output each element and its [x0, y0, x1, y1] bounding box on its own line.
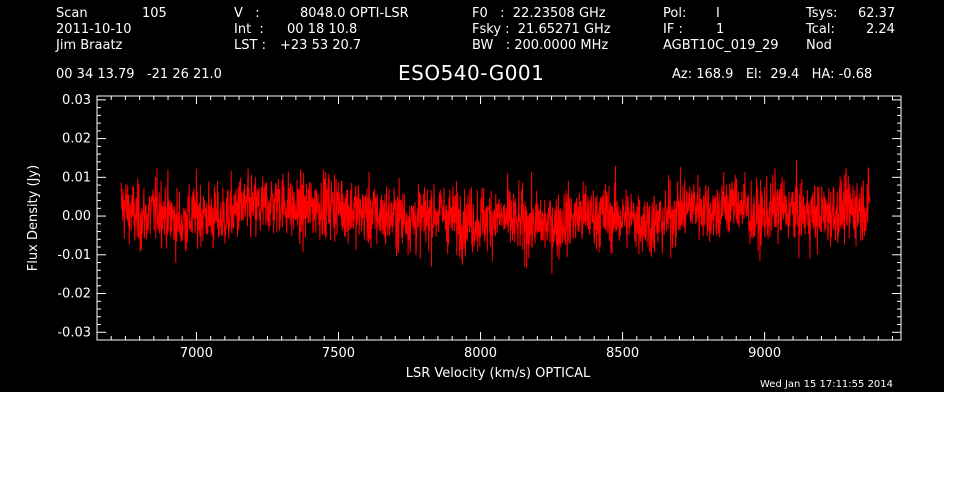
obs-mode: Nod: [806, 38, 832, 53]
lst-value: +23 53 20.7: [280, 38, 362, 53]
x-tick-label: 8500: [606, 346, 639, 361]
x-tick-label: 7500: [322, 346, 355, 361]
y-tick-label: 0.02: [62, 132, 91, 147]
tcal-value: 2.24: [866, 22, 895, 37]
tick-labels: 7000 7500 8000 8500 9000 -0.03 -0.02 -0.01 0.00 0…: [57, 93, 781, 361]
spectrum-chart: 7000 7500 8000 8500 9000 -0.03 -0.02 -0.01 0.00 0…: [26, 93, 902, 381]
if-value: 1: [716, 22, 725, 37]
y-axis-label: Flux Density (Jy): [26, 165, 41, 271]
obs-date: 2011-10-10: [56, 22, 132, 37]
y-tick-label: -0.03: [57, 325, 91, 340]
az-el-ha-readout: Az: 168.9 El: 29.4 HA: -0.68: [672, 67, 873, 82]
velocity-label: V :: [234, 6, 260, 21]
f0-readout: F0 : 22.23508 GHz: [472, 6, 606, 21]
x-tick-label: 8000: [464, 346, 497, 361]
int-label: Int :: [234, 22, 264, 37]
x-axis-label: LSR Velocity (km/s) OPTICAL: [406, 366, 591, 381]
tsys-value: 62.37: [858, 6, 896, 21]
tsys-label: Tsys:: [806, 6, 838, 21]
scan-value: 105: [142, 6, 167, 21]
tcal-label: Tcal:: [806, 22, 835, 37]
observer-name: Jim Braatz: [56, 38, 123, 53]
y-tick-label: 0.00: [62, 209, 91, 224]
trace-layer: [120, 159, 871, 274]
ticks-layer: [97, 96, 901, 340]
source-title: ESO540-G001: [398, 61, 545, 85]
ra-dec-readout: 00 34 13.79 -21 26 21.0: [56, 67, 222, 82]
y-tick-label: -0.01: [57, 248, 91, 263]
velocity-value: 8048.0 OPTI-LSR: [300, 6, 409, 21]
scan-label: Scan: [56, 6, 88, 21]
y-tick-label: -0.02: [57, 287, 91, 302]
x-tick-label: 9000: [748, 346, 781, 361]
plot-frame: [96, 95, 902, 341]
int-value: 00 18 10.8: [287, 22, 358, 37]
spectrum-trace: [120, 159, 871, 274]
if-label: IF :: [663, 22, 683, 37]
pol-value: I: [716, 6, 720, 21]
y-tick-label: 0.01: [62, 170, 91, 185]
bw-readout: BW : 200.0000 MHz: [472, 38, 609, 53]
timestamp: Wed Jan 15 17:11:55 2014: [760, 379, 894, 390]
x-tick-label: 7000: [180, 346, 213, 361]
pol-label: Pol:: [663, 6, 687, 21]
project-id: AGBT10C_019_29: [663, 38, 779, 53]
fsky-readout: Fsky : 21.65271 GHz: [472, 22, 611, 37]
lst-label: LST :: [234, 38, 266, 53]
y-tick-label: 0.03: [62, 93, 91, 108]
